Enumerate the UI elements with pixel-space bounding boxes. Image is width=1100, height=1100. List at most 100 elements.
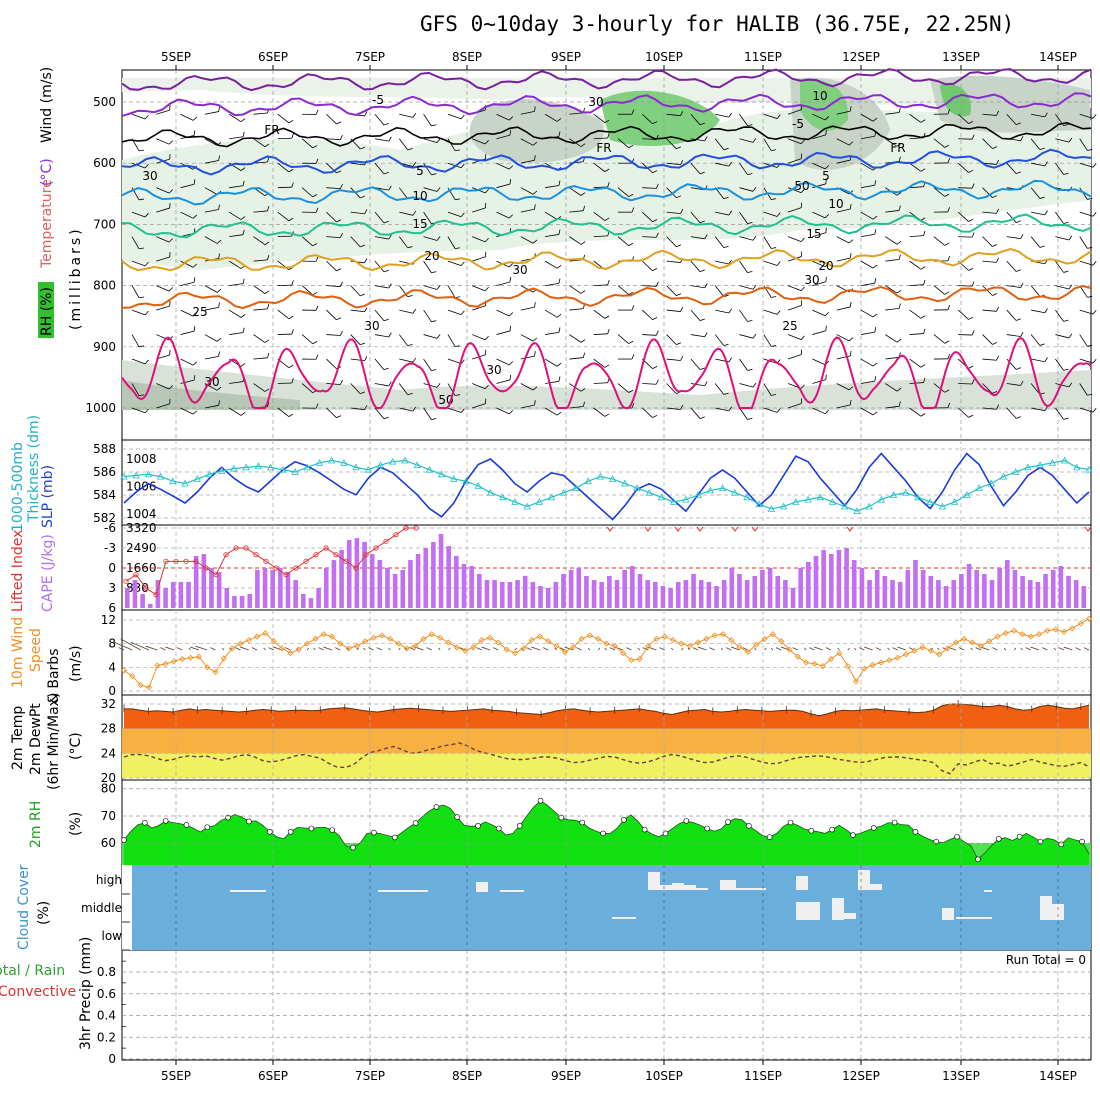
upper-wind-barb (848, 337, 854, 342)
upper-wind-barb (680, 160, 684, 165)
cape-bar (698, 580, 704, 608)
upper-wind-barb (407, 295, 413, 298)
upper-wind-barb (776, 212, 781, 217)
wind-speed-marker (711, 632, 718, 639)
upper-wind-barb (556, 118, 562, 122)
upper-wind-barb (848, 386, 854, 391)
wind-barb (221, 647, 225, 651)
upper-wind-barb (933, 285, 946, 295)
wind-speed-marker (204, 664, 211, 671)
wind-barb (356, 647, 359, 651)
upper-wind-barb (909, 260, 922, 270)
upper-wind-barb (957, 162, 969, 173)
wind-barb (368, 647, 374, 651)
cloud-block (956, 917, 992, 919)
upper-wind-barb (982, 187, 993, 198)
upper-wind-barb (374, 407, 385, 419)
cape-bar (1043, 574, 1048, 608)
wind-label: Wind (m/s) (39, 67, 55, 143)
upper-wind-barb (593, 358, 606, 368)
upper-wind-barb (690, 236, 705, 240)
upper-wind-barb (520, 187, 534, 195)
temp-tick-label: 32 (101, 697, 116, 711)
upper-wind-barb (326, 285, 341, 287)
upper-wind-barb (496, 134, 511, 140)
wind-speed-marker (162, 660, 169, 667)
cape-bar (293, 580, 298, 608)
rh-marker (995, 836, 1002, 842)
wind-barb (176, 647, 183, 651)
wind-barb (754, 647, 757, 651)
wind-speed-marker (545, 638, 552, 645)
upper-wind-barb (508, 410, 514, 415)
upper-wind-barb (628, 193, 634, 198)
wind-barb (792, 647, 799, 651)
upper-wind-barb (1055, 358, 1064, 371)
wind-speed-marker (445, 639, 452, 646)
cape-bar (431, 541, 436, 608)
upper-wind-barb (885, 334, 898, 343)
upper-wind-barb (228, 260, 242, 269)
cape-bar (255, 569, 260, 608)
upper-wind-barb (723, 245, 729, 249)
upper-wind-barb (1068, 137, 1073, 143)
x-axis: 5SEP 6SEP 7SEP 8SEP 9SEP 10SEP 11SEP 12SEP 13SEP… (161, 50, 1077, 1083)
thickness-marker (999, 472, 1008, 480)
wind-barb (188, 647, 191, 651)
upper-wind-barb (520, 404, 535, 409)
upper-wind-barb (228, 407, 242, 416)
cape-bar (874, 569, 880, 608)
upper-wind-barb (218, 253, 220, 259)
thickness-tick-label: 584 (93, 488, 116, 502)
upper-wind-barb (787, 236, 802, 243)
rh-contour-label: 30 (588, 95, 603, 109)
isotherm--5 (121, 92, 1092, 117)
cape-bar (415, 554, 421, 608)
isotherm-20 (121, 247, 1092, 272)
upper-wind-barb (484, 335, 489, 341)
upper-wind-barb (1079, 211, 1094, 217)
upper-wind-barb (771, 247, 777, 249)
wind-speed-marker (462, 647, 469, 654)
upper-wind-barb (1068, 333, 1073, 339)
cape-bar (385, 568, 390, 608)
upper-wind-barb (1039, 147, 1045, 150)
rh-marker (454, 814, 461, 820)
upper-wind-barb (168, 287, 173, 292)
upper-wind-barb (144, 163, 149, 169)
upper-wind-barb (580, 192, 586, 196)
upper-wind-barb (715, 407, 729, 412)
temp2m-label-1: 2m Temp (10, 706, 26, 770)
upper-wind-barb (604, 168, 610, 172)
thickness-marker (889, 491, 898, 498)
wind-speed-marker (395, 640, 402, 647)
cape-bar (323, 568, 329, 608)
upper-wind-barb (923, 328, 926, 334)
x-top-label: 12SEP (842, 50, 880, 64)
li-marker (393, 532, 399, 538)
upper-wind-barb (138, 345, 145, 348)
cape-bar (729, 568, 735, 608)
li-marker (373, 545, 379, 551)
upper-wind-barb (690, 162, 701, 175)
upper-wind-barb (982, 236, 993, 247)
upper-wind-barb (193, 326, 196, 332)
upper-wind-barb (364, 356, 368, 361)
upper-wind-barb (971, 232, 975, 238)
li-tick-label: 3 (108, 581, 116, 595)
upper-wind-barb (860, 135, 875, 140)
rh-tick-label: 60 (101, 836, 116, 850)
upper-wind-barb (923, 279, 926, 285)
cape-tick-label: 3320 (126, 521, 157, 535)
upper-wind-barb (383, 171, 389, 175)
thickness-marker (987, 479, 995, 487)
upper-wind-barb (264, 241, 270, 246)
upper-wind-barb (655, 232, 659, 238)
rh-legend-swatch (38, 282, 54, 338)
upper-wind-barb (534, 302, 536, 308)
thickness-marker (437, 470, 446, 478)
upper-wind-barb (1087, 344, 1093, 347)
wind-barb (285, 647, 291, 651)
upper-wind-barb (896, 192, 902, 196)
upper-wind-barb (666, 407, 681, 410)
